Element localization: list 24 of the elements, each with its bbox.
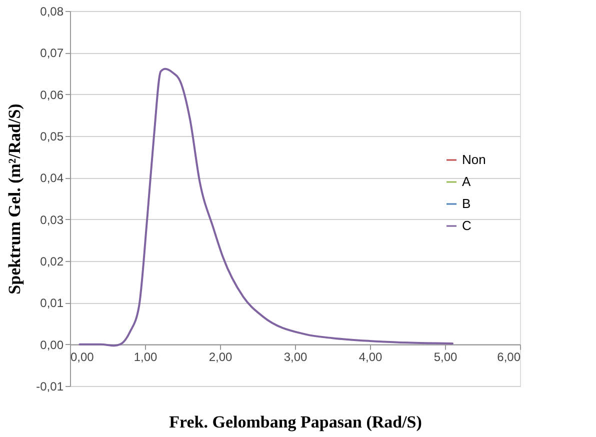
legend-label: C (462, 218, 472, 233)
x-tick-label: 2,00 (208, 350, 232, 364)
x-tick-label: 0,00 (70, 350, 94, 364)
y-tick-label: 0,06 (40, 88, 64, 102)
x-axis-title: Frek. Gelombang Papasan (Rad/S) (169, 412, 422, 432)
x-tick-label: 5,00 (434, 350, 458, 364)
y-tick-label: 0,07 (40, 46, 64, 60)
legend-label: B (462, 196, 471, 211)
x-tick-label: 3,00 (284, 350, 308, 364)
y-tick-label: 0,01 (40, 296, 64, 310)
x-tick-label: 6,00 (497, 350, 521, 364)
y-tick-label: 0,03 (40, 212, 64, 227)
legend-label: A (462, 174, 471, 189)
line-series (78, 68, 454, 347)
x-tick-label: 4,00 (358, 350, 382, 364)
y-axis-title: Spektrum Gel. (m²/Rad/S) (5, 104, 24, 294)
y-tick-label: 0,08 (40, 4, 64, 18)
y-tick-label: 0,02 (40, 254, 64, 268)
y-tick-label: 0,00 (40, 338, 64, 352)
y-tick-label: 0,05 (40, 130, 64, 144)
x-tick-label: 1,00 (134, 350, 158, 364)
y-tick-label: 0,04 (40, 171, 64, 186)
legend-label: Non (462, 152, 486, 167)
y-tick-label: -0,01 (36, 380, 64, 394)
